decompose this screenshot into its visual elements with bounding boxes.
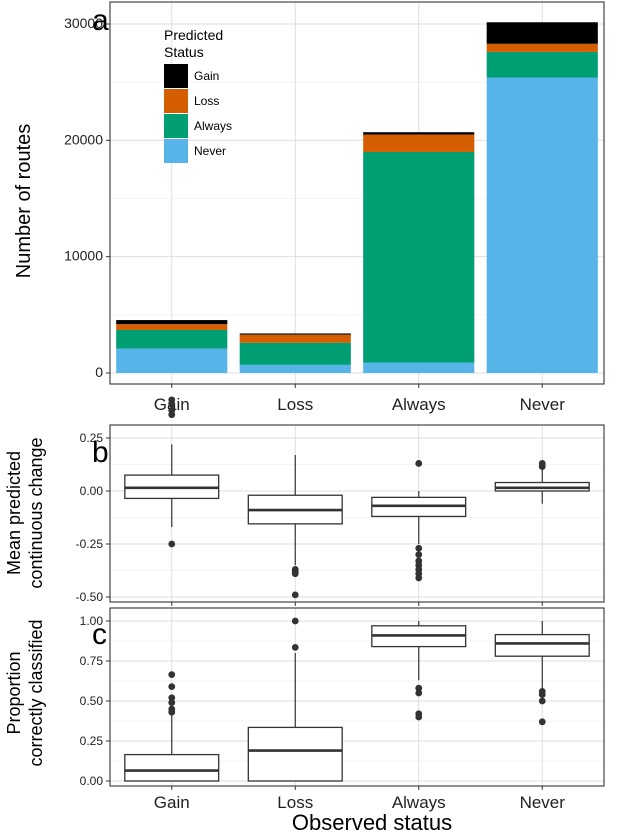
y-tick-label: 0.25: [80, 734, 104, 748]
panel-b-plot: 0.25 0.00 -0.25 -0.50: [76, 396, 605, 606]
outlier-point: [168, 683, 176, 690]
bar-always-gain: [363, 132, 475, 135]
box-always: [371, 621, 467, 721]
y-tick-label: 30000: [64, 15, 103, 31]
legend-title-line-2: Status: [164, 44, 204, 60]
outlier-point: [168, 400, 176, 408]
outlier-point: [291, 617, 299, 625]
bar-loss-never: [239, 364, 351, 373]
panel-border: [109, 607, 605, 787]
bar-loss-always: [239, 342, 351, 365]
panel-border: [109, 424, 605, 603]
x-tick-label-never: Never: [520, 793, 566, 812]
legend-title-line-1: Predicted: [164, 27, 223, 43]
bar-loss-loss: [239, 334, 351, 343]
box-loss: [247, 454, 343, 599]
x-tick-label-never: Never: [520, 395, 566, 414]
panel-b-y-axis-title-line-2: continuous change: [26, 437, 46, 588]
y-tick-label: 0.00: [80, 484, 104, 498]
box-iqr: [247, 726, 343, 782]
legend-key-never: [164, 139, 188, 163]
legend: Predicted Status Gain Loss Always Never: [164, 27, 232, 163]
bar-never-loss: [486, 43, 598, 52]
box-loss: [247, 617, 343, 782]
bar-always-always: [363, 151, 475, 363]
y-tick-label: 0.50: [80, 694, 104, 708]
outlier-point: [415, 574, 423, 582]
legend-key-always: [164, 114, 188, 138]
y-tick-label: 20000: [64, 131, 103, 147]
y-tick-label: 0: [95, 364, 103, 380]
y-tick-label: -0.25: [76, 537, 104, 551]
outlier-point: [538, 697, 546, 705]
x-tick-label-always: Always: [392, 395, 446, 414]
bar-gain-gain: [116, 320, 228, 325]
box-never: [494, 621, 590, 726]
box-always: [371, 460, 467, 582]
x-tick-label-loss: Loss: [277, 395, 313, 414]
outlier-point: [415, 460, 423, 467]
outlier-point: [168, 411, 176, 419]
outlier-point: [168, 540, 176, 548]
outlier-point: [415, 551, 423, 558]
y-tick-label: 0.25: [80, 431, 104, 445]
bar-loss-gain: [239, 333, 351, 335]
panel-c-letter: c: [92, 618, 107, 651]
x-axis-title: Observed status: [292, 810, 452, 835]
panel-c-y-axis-title-line-2: correctly classified: [26, 619, 46, 766]
legend-label-gain: Gain: [194, 69, 219, 83]
panel-c-y-axis-title-line-1: Proportion: [4, 651, 24, 734]
outlier-point: [538, 691, 546, 698]
box-gain: [124, 671, 220, 782]
legend-label-loss: Loss: [194, 94, 219, 108]
bar-always-loss: [363, 134, 475, 152]
panel-c-plot: 1.00 0.75 0.50 0.25 0.00 Gain Loss Always Never: [80, 607, 605, 812]
outlier-point: [538, 718, 546, 726]
outlier-point: [415, 684, 423, 692]
y-tick-label: 0.00: [80, 774, 104, 788]
x-tick-label-gain: Gain: [154, 793, 190, 812]
panel-b-y-axis-title-line-1: Mean predicted: [4, 451, 24, 575]
outlier-point: [291, 644, 299, 651]
box-gain: [124, 396, 220, 548]
outlier-point: [291, 591, 299, 599]
box-iqr: [494, 633, 590, 657]
panel-a-plot: 0 10000 20000 30000 Gain Loss Always Never: [64, 1, 605, 414]
bar-always-never: [363, 362, 475, 373]
bar-gain-loss: [116, 324, 228, 330]
y-tick-label: -0.50: [76, 590, 104, 604]
x-tick-label-always: Always: [392, 793, 446, 812]
outlier-point: [168, 671, 176, 678]
bar-never-always: [486, 51, 598, 78]
panel-border: [109, 1, 605, 385]
legend-label-never: Never: [194, 144, 226, 158]
panel-a-letter: a: [92, 4, 109, 37]
panel-b-letter: b: [92, 436, 109, 469]
bar-gain-never: [116, 348, 228, 373]
panel-a-y-axis-title: Number of routes: [13, 124, 35, 279]
legend-key-loss: [164, 89, 188, 113]
box-never: [494, 460, 590, 504]
outlier-point: [415, 713, 423, 721]
y-tick-label: 10000: [64, 248, 103, 264]
bar-never-never: [486, 77, 598, 373]
outlier-point: [168, 708, 176, 716]
x-tick-label-loss: Loss: [277, 793, 313, 812]
legend-label-always: Always: [194, 119, 232, 133]
y-tick-label: 0.75: [80, 654, 104, 668]
outlier-point: [168, 699, 176, 706]
bar-gain-always: [116, 329, 228, 349]
box-iqr: [124, 753, 220, 782]
outlier-point: [291, 570, 299, 578]
outlier-point: [415, 544, 423, 552]
outlier-point: [168, 694, 176, 702]
bar-never-gain: [486, 22, 598, 44]
y-tick-label: 1.00: [80, 614, 104, 628]
outlier-point: [538, 463, 546, 471]
outlier-point: [415, 689, 423, 697]
legend-key-gain: [164, 64, 188, 88]
